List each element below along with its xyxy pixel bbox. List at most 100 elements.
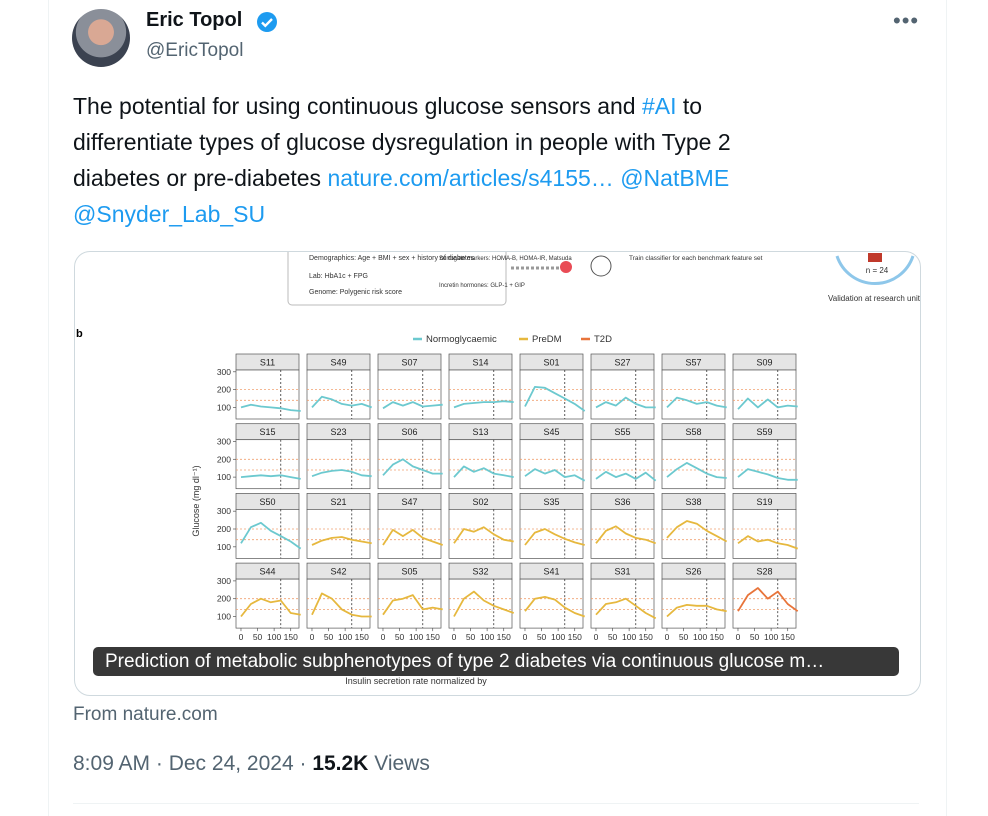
panel-title: S07 bbox=[401, 358, 417, 368]
x-tick-label: 150 bbox=[426, 632, 440, 642]
panel-plot bbox=[590, 439, 655, 490]
divider bbox=[73, 803, 919, 804]
panel-plot bbox=[377, 509, 442, 559]
panel-title: S19 bbox=[756, 497, 772, 507]
glucose-line bbox=[666, 396, 727, 409]
glucose-line bbox=[240, 403, 301, 412]
panel: S41 0 50 100 150 bbox=[519, 562, 585, 642]
panel: S45 bbox=[519, 423, 586, 490]
glucose-line bbox=[595, 396, 656, 409]
glucose-line bbox=[524, 386, 586, 412]
x-tick-label: 150 bbox=[568, 632, 582, 642]
figure-text: Genome: Polygenic risk score bbox=[309, 289, 402, 296]
x-tick-label: 50 bbox=[537, 632, 547, 642]
x-tick-label: 0 bbox=[452, 632, 457, 642]
x-tick-label: 50 bbox=[395, 632, 405, 642]
panel-title: S45 bbox=[543, 427, 559, 437]
glucose-line bbox=[737, 587, 799, 612]
panel-title: S11 bbox=[260, 358, 275, 368]
link[interactable]: nature.com/articles/s4155… bbox=[327, 165, 614, 191]
glucose-line bbox=[311, 536, 372, 546]
x-tick-label: 0 bbox=[594, 632, 599, 642]
tweet-text: The potential for using continuous gluco… bbox=[73, 88, 731, 232]
media-caption: Prediction of metabolic subphenotypes of… bbox=[93, 647, 899, 676]
panel-plot bbox=[448, 578, 513, 629]
text: differentiate types of glucose dysregula… bbox=[73, 129, 731, 155]
media-card[interactable]: Demographics: Age + BMI + sex + history … bbox=[74, 251, 921, 696]
panel-plot bbox=[377, 578, 442, 629]
glucose-line bbox=[240, 597, 301, 618]
text: The potential for using continuous gluco… bbox=[73, 93, 636, 119]
panel-title: S05 bbox=[401, 567, 417, 577]
figure-text: Surrogate markers: HOMA-B, HOMA-IR, Mats… bbox=[439, 256, 572, 262]
glucose-line bbox=[240, 474, 301, 480]
views-label: Views bbox=[374, 752, 430, 775]
panel-plot bbox=[377, 369, 442, 420]
panel-title: S55 bbox=[614, 427, 630, 437]
glucose-line bbox=[524, 468, 586, 482]
author-name[interactable]: Eric Topol bbox=[146, 9, 243, 31]
text: to bbox=[682, 93, 703, 119]
x-tick-label: 100 bbox=[693, 632, 707, 642]
panel-title: S42 bbox=[330, 567, 346, 577]
panel: S58 bbox=[661, 423, 727, 490]
text: diabetes or pre-diabetes bbox=[73, 165, 322, 191]
panel-title: S02 bbox=[472, 497, 488, 507]
glucose-line bbox=[311, 469, 372, 478]
timestamp[interactable]: 8:09 AM · Dec 24, 2024 · bbox=[73, 752, 307, 775]
figure-text: Train classifier for each benchmark feat… bbox=[629, 255, 763, 262]
panel-plot bbox=[661, 439, 726, 490]
glucose-line bbox=[595, 470, 657, 482]
x-tick-label: 150 bbox=[355, 632, 369, 642]
card-source[interactable]: From nature.com bbox=[73, 704, 218, 725]
panel: S09 bbox=[732, 353, 798, 420]
glucose-line bbox=[382, 529, 443, 546]
panel-plot bbox=[519, 369, 584, 420]
panel: S23 bbox=[306, 423, 372, 490]
glucose-line bbox=[524, 596, 585, 618]
x-tick-label: 50 bbox=[750, 632, 760, 642]
x-tick-label: 100 bbox=[622, 632, 636, 642]
glucose-line bbox=[595, 597, 657, 620]
glucose-line bbox=[311, 395, 372, 409]
y-tick-label: 200 bbox=[217, 385, 231, 395]
y-tick-label: 100 bbox=[217, 612, 231, 622]
y-tick-label: 100 bbox=[217, 542, 231, 552]
glucose-line bbox=[453, 400, 514, 409]
figure-text: Insulin secretion rate normalized by bbox=[345, 676, 487, 686]
avatar[interactable] bbox=[72, 9, 130, 67]
panel: S11 100 200 300 bbox=[217, 353, 301, 420]
figure-text: n = 24 bbox=[866, 266, 889, 275]
glucose-line bbox=[595, 525, 657, 545]
view-count: 15.2K bbox=[312, 752, 369, 775]
panel-plot bbox=[590, 369, 655, 420]
panel: S28 0 50 100 150 bbox=[732, 562, 799, 642]
panel-title: S47 bbox=[401, 497, 417, 507]
panel: S01 bbox=[519, 353, 586, 420]
figure-text: Demographics: Age + BMI + sex + history … bbox=[309, 255, 475, 262]
panel-plot bbox=[235, 509, 300, 559]
panel-plot bbox=[235, 439, 300, 490]
panel: S35 bbox=[519, 493, 585, 559]
mention[interactable]: @NatBME bbox=[620, 165, 730, 191]
hashtag[interactable]: #AI bbox=[641, 93, 677, 119]
x-tick-label: 100 bbox=[480, 632, 494, 642]
panel: S42 0 50 100 150 bbox=[306, 562, 372, 642]
more-button[interactable]: ••• bbox=[893, 8, 920, 33]
glucose-line bbox=[666, 462, 727, 479]
panel: S19 bbox=[732, 493, 799, 559]
mention[interactable]: @Snyder_Lab_SU bbox=[73, 201, 266, 227]
glucose-line bbox=[382, 401, 443, 410]
x-tick-label: 0 bbox=[523, 632, 528, 642]
author-handle[interactable]: @EricTopol bbox=[146, 40, 244, 61]
panel: S05 0 50 100 150 bbox=[377, 562, 443, 642]
panel: S49 bbox=[306, 353, 372, 420]
panel-plot bbox=[519, 439, 584, 490]
glucose-line bbox=[453, 590, 515, 617]
panel-plot bbox=[732, 439, 797, 490]
x-tick-label: 50 bbox=[679, 632, 689, 642]
x-tick-label: 50 bbox=[608, 632, 618, 642]
panel: S59 bbox=[732, 423, 798, 490]
